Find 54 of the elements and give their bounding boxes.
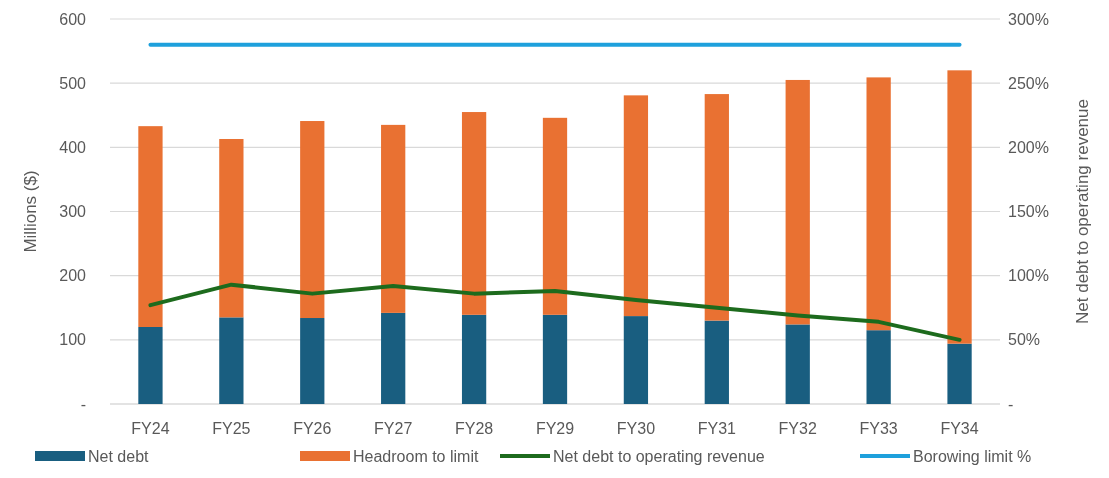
- bar: [138, 327, 163, 404]
- y2-tick-label: 250%: [1008, 74, 1049, 92]
- bar: [219, 317, 244, 404]
- x-tick-label: FY28: [454, 420, 494, 437]
- x-tick-label: FY30: [616, 420, 656, 437]
- y-axis-title: Millions ($): [21, 170, 40, 253]
- y-tick-label: 500: [59, 74, 87, 92]
- x-tick-label: FY32: [778, 420, 817, 437]
- x-tick-label: FY25: [212, 420, 251, 437]
- bar: [542, 117, 568, 315]
- x-tick-label: FY33: [859, 420, 898, 437]
- x-tick-label: FY34: [940, 420, 979, 437]
- x-tick-label: FY31: [697, 420, 737, 437]
- line-series: [148, 282, 962, 342]
- bar: [866, 77, 891, 331]
- bar: [785, 79, 810, 325]
- bar: [704, 320, 729, 404]
- bar: [138, 126, 163, 327]
- bar: [300, 121, 325, 319]
- legend-label: Headroom to limit: [353, 447, 479, 465]
- bar: [866, 330, 891, 404]
- y-tick-label: -: [80, 395, 86, 413]
- y2-tick-label: 100%: [1008, 267, 1049, 285]
- bar: [785, 324, 810, 404]
- bar: [381, 124, 406, 313]
- legend-label: Net debt to operating revenue: [553, 447, 765, 465]
- bar: [947, 70, 972, 344]
- x-tick-label: FY29: [535, 420, 575, 437]
- bar: [461, 112, 487, 315]
- x-tick-label: FY26: [293, 420, 332, 437]
- bar: [300, 318, 325, 404]
- y-tick-label: 600: [59, 10, 87, 28]
- bar: [623, 95, 649, 317]
- y2-tick-label: -: [1008, 395, 1014, 413]
- legend-label: Net debt: [88, 447, 150, 465]
- legend-label: Borowing limit %: [913, 447, 1032, 465]
- x-tick-label: FY27: [374, 420, 413, 437]
- bar: [219, 138, 244, 318]
- bar: [542, 314, 568, 404]
- x-tick-label: FY24: [131, 420, 170, 437]
- y2-tick-label: 50%: [1008, 331, 1041, 349]
- y2-tick-label: 300%: [1008, 10, 1049, 28]
- y-tick-label: 400: [59, 138, 87, 156]
- y-tick-label: 300: [59, 203, 87, 221]
- y2-tick-label: 150%: [1008, 203, 1049, 221]
- y2-axis-title: Net debt to operating revenue: [1073, 99, 1092, 324]
- bar: [947, 343, 972, 404]
- y-tick-label: 100: [59, 331, 87, 349]
- bar: [461, 314, 487, 404]
- bar: [704, 94, 729, 321]
- y2-tick-label: 200%: [1008, 138, 1049, 156]
- y-tick-label: 200: [59, 267, 87, 285]
- bar: [381, 312, 406, 404]
- bar: [623, 316, 649, 404]
